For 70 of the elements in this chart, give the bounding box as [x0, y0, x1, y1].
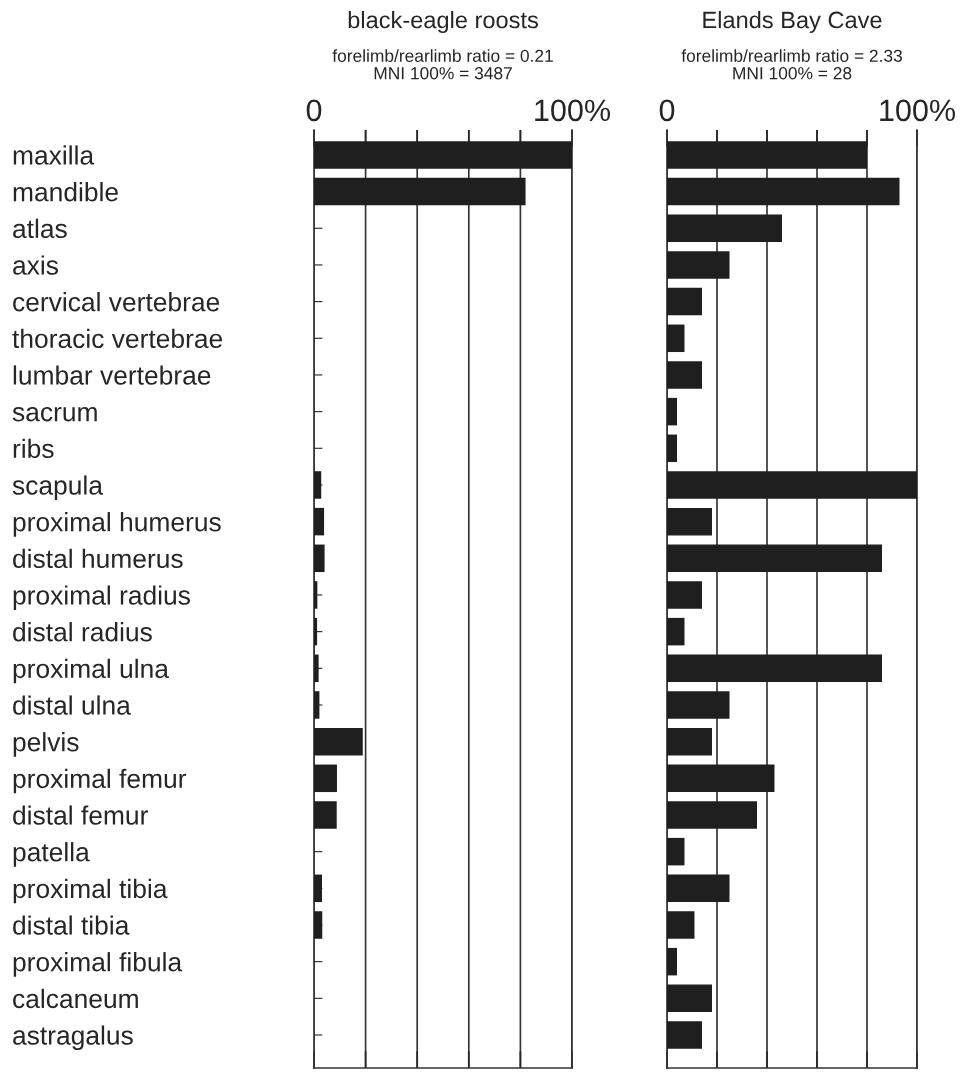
y-tick-label: calcaneum: [13, 988, 138, 1009]
y-tick-label: cervical vertebrae: [13, 292, 220, 312]
y-tick-label: mandible: [13, 182, 118, 202]
bar: [314, 471, 322, 499]
y-tick-label: ribs: [13, 438, 54, 459]
bar: [667, 581, 702, 609]
bar: [667, 544, 882, 573]
y-tick-label: distal tibia: [13, 915, 130, 935]
bar: [667, 874, 730, 903]
bar: [667, 617, 685, 646]
bar: [314, 691, 320, 719]
bar: [667, 801, 757, 829]
y-tick-label: astragalus: [13, 1025, 133, 1051]
y-tick-label: axis: [13, 255, 58, 275]
y-tick-label: thoracic vertebrae: [12, 328, 223, 349]
bar: [667, 287, 702, 316]
bar: [314, 727, 363, 756]
bar: [667, 837, 685, 866]
chart-title: Elands Bay Cave: [703, 11, 882, 34]
y-tick-label: proximal radius: [13, 585, 190, 610]
x-tick-label: 0: [659, 99, 675, 122]
y-tick-label: maxilla: [13, 145, 95, 165]
y-tick-label: proximal fibula: [13, 952, 183, 977]
chart-subtitle: forelimb/rearlimb ratio = 2.33 MNI 100% = 28: [681, 49, 902, 80]
bar: [667, 984, 712, 1013]
bar: [667, 947, 677, 976]
bar: [667, 691, 730, 719]
y-tick-label: lumbar vertebrae: [13, 365, 211, 385]
y-tick-label: proximal tibia: [13, 878, 168, 904]
x-tick-label: 100%: [535, 99, 610, 122]
bar: [667, 727, 712, 756]
bar: [314, 654, 319, 683]
y-tick-label: proximal femur: [13, 768, 187, 794]
x-tick-label: 100%: [880, 99, 955, 122]
bar: [314, 544, 325, 573]
bar: [667, 471, 917, 499]
bar: [314, 911, 323, 939]
bar: [667, 507, 712, 536]
bar: [314, 581, 318, 609]
bar: [667, 654, 882, 683]
y-tick-label: distal ulna: [13, 695, 131, 715]
bar: [667, 214, 782, 243]
y-tick-label: distal humerus: [13, 548, 183, 569]
x-tick-label: 0: [306, 99, 322, 122]
y-tick-label: patella: [13, 842, 90, 867]
y-tick-label: distal femur: [13, 805, 148, 825]
y-tick-label: atlas: [13, 218, 67, 239]
bar: [314, 874, 322, 903]
bar: [314, 507, 325, 536]
bar: [314, 764, 337, 793]
y-tick-label: sacrum: [12, 406, 97, 422]
bar: [667, 251, 730, 279]
bar: [314, 801, 337, 829]
bar: [667, 324, 685, 353]
y-tick-label: distal radius: [13, 622, 152, 642]
bar: [667, 434, 677, 463]
bar: [667, 361, 702, 389]
y-tick-label: scapula: [12, 475, 103, 500]
bar: [314, 177, 526, 206]
chart-title: black-eagle roosts: [348, 11, 538, 34]
y-tick-label: proximal humerus: [13, 512, 221, 537]
bar: [667, 1021, 702, 1049]
bar: [667, 911, 695, 939]
y-tick-label: pelvis: [13, 732, 79, 757]
bar: [667, 397, 677, 426]
chart-subtitle: forelimb/rearlimb ratio = 0.21 MNI 100% = 3487: [332, 49, 553, 80]
bar: [667, 764, 775, 793]
bar: [314, 617, 318, 646]
y-tick-label: proximal ulna: [13, 658, 169, 684]
bar: [667, 177, 900, 206]
